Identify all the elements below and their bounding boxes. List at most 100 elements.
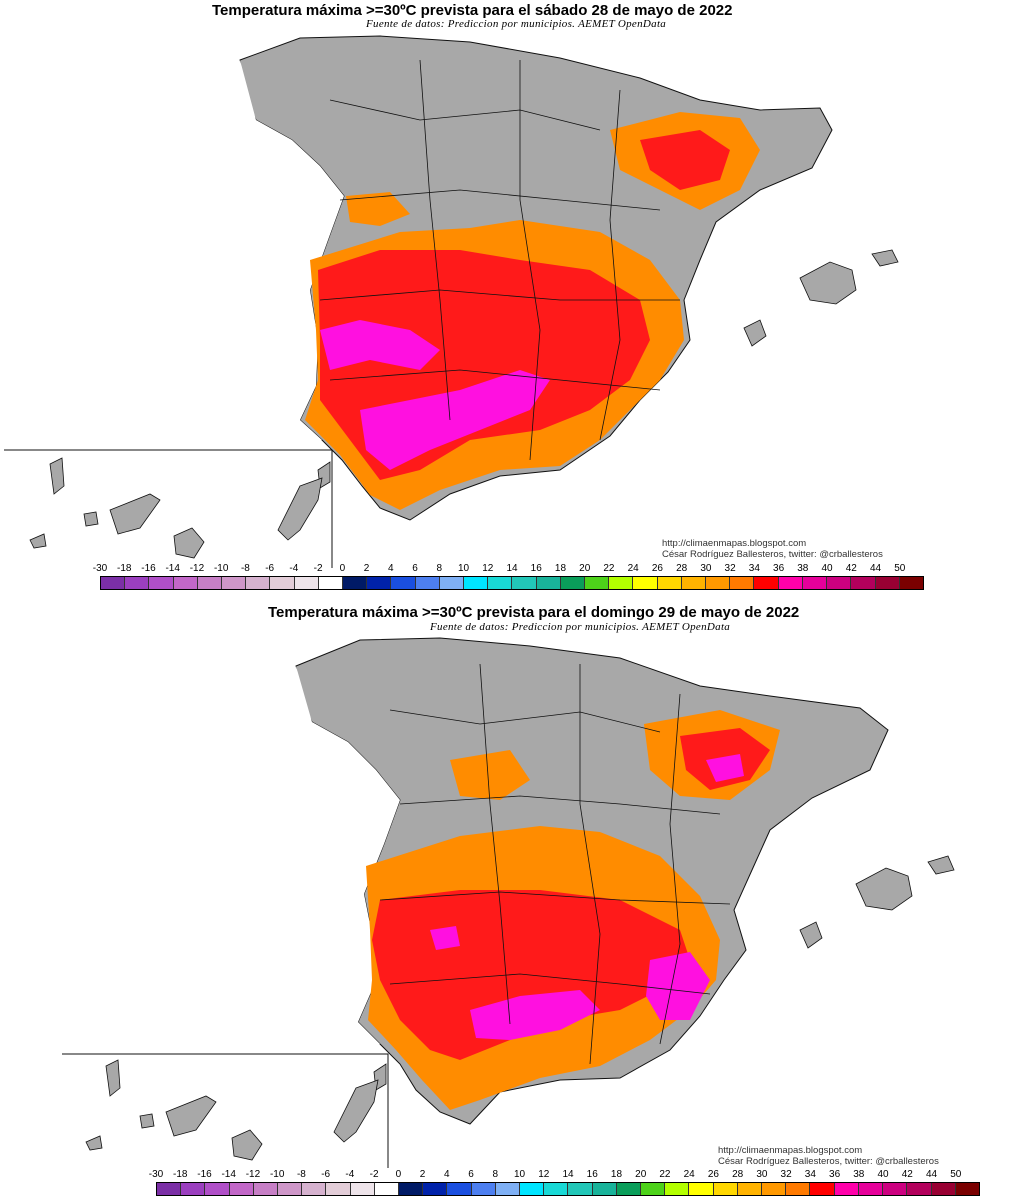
la-palma bbox=[49, 457, 65, 495]
scale-swatch bbox=[495, 1183, 521, 1195]
scale-tick-label: 4 bbox=[388, 563, 394, 574]
scale-swatch bbox=[157, 1183, 182, 1195]
fuerteventura bbox=[333, 1079, 379, 1143]
scale-labels: -30 -18 -16 -14 -12 -10 -8 -6 -4 -2 0 2 4 6 8 10 12 14 16 1… bbox=[149, 1169, 980, 1182]
menorca bbox=[927, 855, 955, 875]
la-gomera bbox=[139, 1113, 155, 1129]
zone-34-north bbox=[706, 754, 744, 782]
scale-tick-label: 32 bbox=[780, 1169, 792, 1180]
scale-swatch bbox=[858, 1183, 884, 1195]
scale-swatch bbox=[834, 1183, 859, 1195]
scale-swatch bbox=[681, 577, 707, 589]
scale-swatch bbox=[350, 1183, 375, 1195]
scale-tick-label: 44 bbox=[925, 1169, 938, 1180]
scale-swatch bbox=[568, 1183, 593, 1195]
map-credits: http://climaenmapas.blogspot.com César R… bbox=[662, 538, 883, 560]
scale-swatch bbox=[899, 577, 923, 589]
scale-swatch bbox=[883, 1183, 908, 1195]
scale-tick-label: -14 bbox=[165, 563, 180, 574]
scale-tick-label: 50 bbox=[950, 1169, 962, 1180]
scale-tick-label: -4 bbox=[345, 1169, 355, 1180]
scale-swatch bbox=[149, 577, 174, 589]
scale-tick-label: 8 bbox=[436, 563, 443, 574]
scale-swatch bbox=[665, 1183, 690, 1195]
map-title: Temperatura máxima >=30ºC prevista para … bbox=[212, 2, 733, 19]
scale-swatch bbox=[197, 577, 223, 589]
scale-tick-label: -18 bbox=[117, 563, 132, 574]
scale-tick-label: 40 bbox=[821, 563, 833, 574]
scale-tick-label: 38 bbox=[797, 563, 809, 574]
scale-swatch bbox=[778, 577, 803, 589]
portugal bbox=[195, 60, 344, 450]
scale-swatch bbox=[415, 577, 440, 589]
scale-tick-label: 4 bbox=[444, 1169, 450, 1180]
zone-34 bbox=[470, 990, 600, 1040]
scale-swatch bbox=[294, 577, 319, 589]
scale-tick-label: -10 bbox=[269, 1169, 285, 1180]
scale-tick-label: 32 bbox=[724, 563, 736, 574]
canary-islands-inset bbox=[62, 1053, 389, 1168]
la-gomera bbox=[83, 511, 99, 527]
scale-swatch bbox=[367, 577, 392, 589]
scale-swatch bbox=[391, 577, 416, 589]
scale-swatch bbox=[253, 1183, 279, 1195]
scale-tick-label: -30 bbox=[92, 563, 108, 574]
zone-34-east bbox=[646, 952, 710, 1020]
spain-temperature-map bbox=[62, 637, 955, 1168]
scale-swatch bbox=[641, 1183, 666, 1195]
scale-tick-label: 24 bbox=[627, 563, 639, 574]
scale-swatch bbox=[439, 577, 465, 589]
scale-swatch bbox=[810, 1183, 835, 1195]
scale-tick-label: 44 bbox=[869, 563, 882, 574]
scale-swatch bbox=[544, 1183, 569, 1195]
scale-tick-label: -10 bbox=[213, 563, 229, 574]
scale-swatch bbox=[730, 577, 755, 589]
mallorca bbox=[799, 261, 857, 305]
zone-32-north bbox=[640, 130, 730, 190]
scale-swatches bbox=[100, 576, 924, 590]
scale-swatch bbox=[520, 1183, 545, 1195]
scale-swatch bbox=[827, 577, 852, 589]
scale-swatch bbox=[907, 1183, 932, 1195]
map-source: Fuente de datos: Prediccion por municipi… bbox=[430, 621, 731, 633]
scale-tick-label: 6 bbox=[468, 1169, 474, 1180]
scale-tick-label: 2 bbox=[363, 563, 370, 574]
scale-swatch bbox=[302, 1183, 327, 1195]
scale-tick-label: -6 bbox=[321, 1169, 331, 1180]
scale-swatch bbox=[585, 577, 610, 589]
scale-tick-label: 26 bbox=[651, 563, 663, 574]
scale-swatch bbox=[246, 577, 271, 589]
scale-swatch bbox=[343, 577, 368, 589]
scale-tick-label: -18 bbox=[173, 1169, 188, 1180]
scale-tick-label: 18 bbox=[554, 563, 567, 574]
scale-swatch bbox=[802, 577, 828, 589]
scale-swatch bbox=[931, 1183, 956, 1195]
scale-tick-label: 22 bbox=[603, 563, 615, 574]
scale-tick-label: -8 bbox=[296, 1169, 306, 1180]
scale-swatch bbox=[875, 577, 900, 589]
scale-tick-label: 8 bbox=[492, 1169, 499, 1180]
scale-tick-label: 24 bbox=[683, 1169, 695, 1180]
scale-tick-label: 2 bbox=[419, 1169, 426, 1180]
scale-swatch bbox=[125, 577, 150, 589]
scale-swatch bbox=[657, 577, 682, 589]
scale-tick-label: -12 bbox=[189, 563, 205, 574]
scale-tick-label: 50 bbox=[894, 563, 906, 574]
credits-url: http://climaenmapas.blogspot.com bbox=[662, 538, 807, 549]
zone-34-small bbox=[430, 926, 460, 950]
temperature-scale: -30 -18 -16 -14 -12 -10 -8 -6 -4 -2 0 2 4 6 8 10 12 14 16 1… bbox=[149, 1169, 980, 1196]
scale-swatch bbox=[447, 1183, 472, 1195]
scale-swatch bbox=[318, 577, 344, 589]
scale-tick-label: 0 bbox=[395, 1169, 402, 1180]
scale-tick-label: 40 bbox=[877, 1169, 889, 1180]
scale-tick-label: 34 bbox=[804, 1169, 816, 1180]
canary-islands-inset bbox=[4, 449, 333, 568]
scale-tick-label: 10 bbox=[457, 563, 470, 574]
gran-canaria bbox=[173, 527, 205, 559]
map-title: Temperatura máxima >=30ºC prevista para … bbox=[268, 604, 800, 621]
zone-34 bbox=[320, 320, 440, 370]
scale-swatch bbox=[222, 577, 247, 589]
ibiza bbox=[743, 319, 767, 347]
scale-swatch bbox=[713, 1183, 738, 1195]
mallorca bbox=[855, 867, 913, 911]
